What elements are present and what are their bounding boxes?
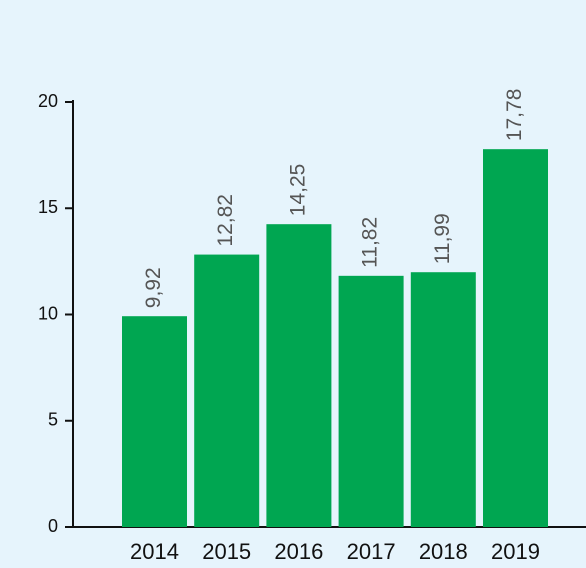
y-tick-label: 0	[48, 516, 58, 536]
value-label: 14,25	[286, 164, 309, 217]
y-tick-label: 5	[48, 410, 58, 430]
bar	[266, 224, 332, 527]
y-tick-label: 10	[38, 303, 58, 323]
x-tick-label: 2016	[274, 539, 323, 564]
x-tick-label: 2014	[130, 539, 179, 564]
value-label: 9,92	[142, 267, 165, 308]
bar	[338, 275, 404, 527]
x-tick-label: 2017	[347, 539, 396, 564]
bar	[122, 316, 187, 527]
value-label: 11,99	[431, 213, 454, 264]
value-label: 17,78	[503, 89, 526, 142]
y-tick-label: 15	[38, 197, 58, 217]
x-tick-label: 2018	[419, 539, 468, 564]
y-tick-label: 20	[38, 91, 58, 111]
bar	[483, 149, 548, 528]
value-label: 11,82	[359, 217, 382, 268]
x-tick-label: 2015	[202, 539, 251, 564]
bar	[194, 254, 260, 527]
value-label: 12,82	[214, 194, 237, 247]
x-tick-label: 2019	[491, 539, 540, 564]
bar	[410, 272, 476, 527]
